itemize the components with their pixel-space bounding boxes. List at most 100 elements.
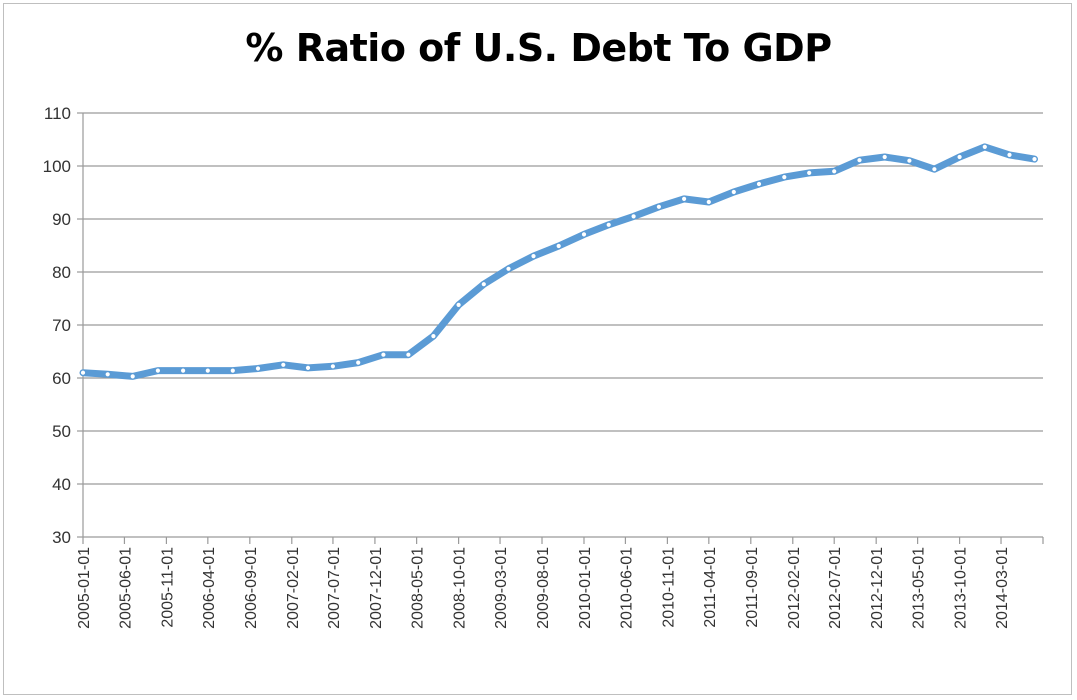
x-tick-label: 2006-09-01 (243, 547, 260, 629)
data-point (229, 367, 236, 374)
y-tick-label: 90 (52, 210, 71, 229)
data-point (580, 231, 588, 238)
data-point (956, 153, 963, 161)
x-tick-label-group: 2005-06-01 (117, 547, 134, 629)
x-tick-label: 2010-11-01 (660, 547, 677, 628)
x-tick-label-group: 2010-06-01 (618, 547, 635, 629)
x-tick-label: 2008-10-01 (452, 547, 469, 629)
y-axis-ticks: 30 40 50 60 70 80 90 100 110 (43, 104, 83, 547)
chart-title: % Ratio of U.S. Debt To GDP (245, 26, 832, 70)
data-point (505, 265, 512, 272)
y-tick-label: 30 (52, 528, 71, 547)
x-tick-label-group: 2007-07-01 (326, 547, 343, 629)
x-tick-label-group: 2007-12-01 (368, 547, 385, 629)
y-tick-label: 110 (44, 104, 71, 123)
data-point (806, 169, 813, 176)
x-tick-label-group: 2005-11-01 (159, 547, 176, 628)
x-tick-label-group: 2010-11-01 (660, 547, 677, 628)
series-group (79, 143, 1038, 380)
x-tick-label: 2005-11-01 (159, 547, 176, 628)
x-tick-label: 2012-07-01 (827, 547, 844, 629)
data-point (755, 180, 763, 188)
data-point (781, 174, 788, 181)
x-tick-label: 2005-06-01 (117, 547, 134, 629)
y-tick-label: 50 (52, 422, 71, 441)
x-axis-ticks: 2005-01-01 2005-06-01 2005-11-01 2006-04-01… (76, 537, 1044, 629)
data-point (154, 367, 161, 374)
axes (82, 113, 1043, 538)
data-point (605, 221, 612, 228)
data-point (681, 195, 688, 202)
x-tick-label: 2011-09-01 (744, 547, 761, 628)
x-tick-label-group: 2013-05-01 (911, 547, 928, 629)
y-tick-label: 80 (52, 263, 71, 282)
x-tick-label: 2012-12-01 (869, 547, 886, 629)
data-point (129, 373, 136, 380)
data-point (79, 369, 87, 376)
data-point (180, 367, 187, 374)
data-point (204, 367, 211, 374)
x-tick-label: 2008-05-01 (410, 547, 427, 629)
x-tick-label-group: 2011-04-01 (702, 547, 719, 628)
data-point (304, 364, 312, 371)
x-tick-label: 2010-01-01 (577, 547, 594, 629)
data-point (705, 198, 712, 206)
data-point (555, 242, 562, 250)
data-point (280, 361, 287, 368)
data-point (480, 281, 487, 288)
chart-frame (3, 3, 1072, 695)
x-tick-label-group: 2009-08-01 (535, 547, 552, 629)
data-point (630, 213, 637, 220)
data-point (906, 157, 913, 164)
x-tick-label: 2013-05-01 (911, 547, 928, 629)
data-point (329, 363, 336, 370)
data-point (931, 166, 938, 173)
x-tick-label-group: 2013-10-01 (953, 547, 970, 629)
series-line (79, 143, 1038, 380)
x-tick-label-group: 2006-09-01 (243, 547, 260, 629)
data-point (455, 301, 462, 308)
x-tick-label: 2014-03-01 (994, 547, 1011, 629)
data-point (1031, 156, 1038, 163)
x-tick-label: 2013-10-01 (953, 547, 970, 629)
data-point (430, 333, 437, 340)
data-point (856, 157, 863, 164)
x-tick-label-group: 2012-02-01 (786, 547, 803, 629)
x-tick-label: 2011-04-01 (702, 547, 719, 628)
x-tick-label-group: 2011-09-01 (744, 547, 761, 628)
x-tick-label: 2007-12-01 (368, 547, 385, 629)
data-point (355, 359, 362, 366)
data-point (1006, 151, 1013, 158)
x-tick-label: 2009-08-01 (535, 547, 552, 629)
data-point (405, 351, 412, 358)
x-tick-label: 2007-02-01 (285, 547, 302, 629)
x-tick-label-group: 2006-04-01 (201, 547, 218, 629)
x-tick-label-group: 2009-03-01 (493, 547, 510, 629)
gridlines (83, 112, 1043, 485)
x-tick-label-group: 2007-02-01 (285, 547, 302, 629)
data-point (380, 351, 387, 358)
data-point (831, 168, 838, 175)
x-tick-label-group: 2012-12-01 (869, 547, 886, 629)
y-tick-label: 70 (52, 316, 71, 335)
data-point (730, 188, 737, 196)
x-tick-label-group: 2005-01-01 (76, 547, 93, 629)
data-point (981, 143, 988, 150)
y-tick-label: 100 (43, 157, 71, 176)
x-tick-label: 2009-03-01 (493, 547, 510, 629)
x-tick-label: 2005-01-01 (76, 547, 93, 629)
x-tick-label: 2007-07-01 (326, 547, 343, 629)
y-tick-label: 60 (52, 369, 71, 388)
x-tick-label-group: 2012-07-01 (827, 547, 844, 629)
data-point (655, 203, 663, 210)
x-tick-label: 2006-04-01 (201, 547, 218, 629)
data-point (530, 253, 537, 260)
x-tick-label-group: 2014-03-01 (994, 547, 1011, 629)
data-point (104, 371, 111, 378)
x-tick-label-group: 2010-01-01 (577, 547, 594, 629)
x-tick-label: 2012-02-01 (786, 547, 803, 629)
x-tick-label-group: 2008-10-01 (452, 547, 469, 629)
x-tick-label: 2010-06-01 (618, 547, 635, 629)
x-tick-label-group: 2008-05-01 (410, 547, 427, 629)
